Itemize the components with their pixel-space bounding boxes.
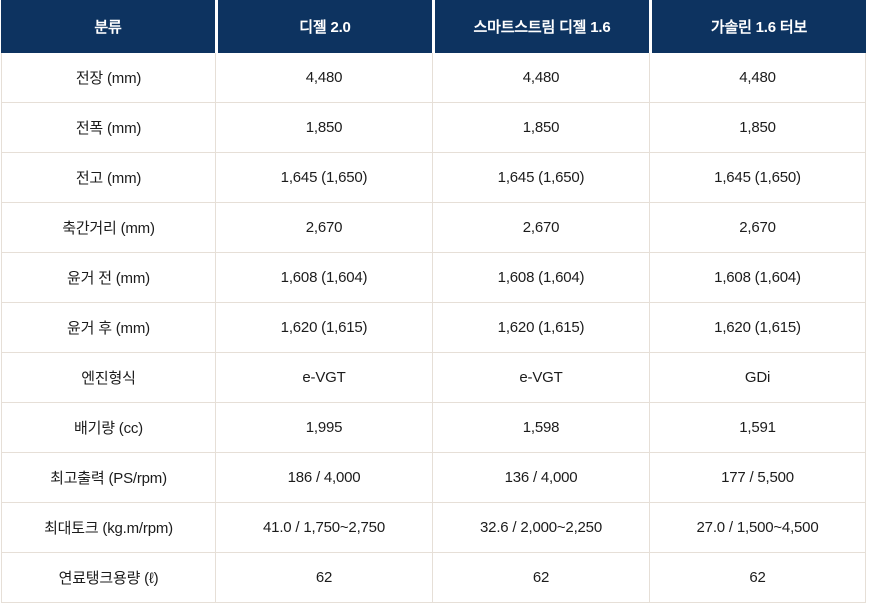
table-row: 최고출력 (PS/rpm) 186 / 4,000 136 / 4,000 17… xyxy=(1,453,866,503)
cell-value: 1,608 (1,604) xyxy=(215,253,432,303)
row-label: 엔진형식 xyxy=(1,353,215,403)
cell-value: e-VGT xyxy=(432,353,649,403)
cell-value: 2,670 xyxy=(432,203,649,253)
cell-value: 2,670 xyxy=(215,203,432,253)
table-row: 축간거리 (mm) 2,670 2,670 2,670 xyxy=(1,203,866,253)
cell-value: 1,591 xyxy=(649,403,866,453)
cell-value: GDi xyxy=(649,353,866,403)
cell-value: 4,480 xyxy=(215,53,432,103)
row-label: 배기량 (cc) xyxy=(1,403,215,453)
cell-value: 1,995 xyxy=(215,403,432,453)
table-row: 윤거 후 (mm) 1,620 (1,615) 1,620 (1,615) 1,… xyxy=(1,303,866,353)
table-row: 배기량 (cc) 1,995 1,598 1,591 xyxy=(1,403,866,453)
column-header-smartstream-diesel16: 스마트스트림 디젤 1.6 xyxy=(432,0,649,53)
column-header-category: 분류 xyxy=(1,0,215,53)
cell-value: 1,620 (1,615) xyxy=(649,303,866,353)
column-header-gasoline16turbo: 가솔린 1.6 터보 xyxy=(649,0,866,53)
cell-value: 1,608 (1,604) xyxy=(649,253,866,303)
cell-value: 1,620 (1,615) xyxy=(432,303,649,353)
cell-value: 32.6 / 2,000~2,250 xyxy=(432,503,649,553)
row-label: 연료탱크용량 (ℓ) xyxy=(1,553,215,603)
table-row: 전장 (mm) 4,480 4,480 4,480 xyxy=(1,53,866,103)
cell-value: 1,598 xyxy=(432,403,649,453)
cell-value: 1,645 (1,650) xyxy=(215,153,432,203)
row-label: 윤거 후 (mm) xyxy=(1,303,215,353)
cell-value: 1,850 xyxy=(649,103,866,153)
cell-value: 186 / 4,000 xyxy=(215,453,432,503)
cell-value: 1,850 xyxy=(432,103,649,153)
column-header-diesel20: 디젤 2.0 xyxy=(215,0,432,53)
cell-value: 1,645 (1,650) xyxy=(649,153,866,203)
cell-value: 136 / 4,000 xyxy=(432,453,649,503)
cell-value: 62 xyxy=(649,553,866,603)
cell-value: 1,645 (1,650) xyxy=(432,153,649,203)
row-label: 윤거 전 (mm) xyxy=(1,253,215,303)
table-row: 최대토크 (kg.m/rpm) 41.0 / 1,750~2,750 32.6 … xyxy=(1,503,866,553)
table-row: 전고 (mm) 1,645 (1,650) 1,645 (1,650) 1,64… xyxy=(1,153,866,203)
row-label: 최대토크 (kg.m/rpm) xyxy=(1,503,215,553)
table-row: 연료탱크용량 (ℓ) 62 62 62 xyxy=(1,553,866,603)
cell-value: 27.0 / 1,500~4,500 xyxy=(649,503,866,553)
cell-value: 62 xyxy=(215,553,432,603)
table-row: 엔진형식 e-VGT e-VGT GDi xyxy=(1,353,866,403)
cell-value: 1,608 (1,604) xyxy=(432,253,649,303)
cell-value: 1,620 (1,615) xyxy=(215,303,432,353)
cell-value: 4,480 xyxy=(649,53,866,103)
row-label: 최고출력 (PS/rpm) xyxy=(1,453,215,503)
header-row: 분류 디젤 2.0 스마트스트림 디젤 1.6 가솔린 1.6 터보 xyxy=(1,0,866,53)
cell-value: 41.0 / 1,750~2,750 xyxy=(215,503,432,553)
row-label: 축간거리 (mm) xyxy=(1,203,215,253)
cell-value: 62 xyxy=(432,553,649,603)
cell-value: 177 / 5,500 xyxy=(649,453,866,503)
cell-value: 1,850 xyxy=(215,103,432,153)
row-label: 전고 (mm) xyxy=(1,153,215,203)
table-row: 윤거 전 (mm) 1,608 (1,604) 1,608 (1,604) 1,… xyxy=(1,253,866,303)
cell-value: 2,670 xyxy=(649,203,866,253)
cell-value: e-VGT xyxy=(215,353,432,403)
row-label: 전폭 (mm) xyxy=(1,103,215,153)
row-label: 전장 (mm) xyxy=(1,53,215,103)
table-row: 전폭 (mm) 1,850 1,850 1,850 xyxy=(1,103,866,153)
cell-value: 4,480 xyxy=(432,53,649,103)
